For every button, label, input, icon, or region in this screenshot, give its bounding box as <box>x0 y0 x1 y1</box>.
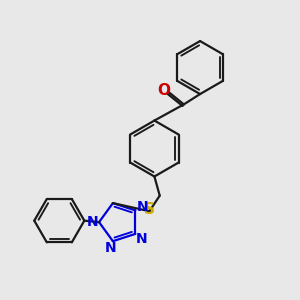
Text: N: N <box>87 214 98 229</box>
Text: N: N <box>105 241 116 255</box>
Text: N: N <box>136 200 148 214</box>
Text: S: S <box>144 202 155 217</box>
Text: O: O <box>157 83 170 98</box>
Text: N: N <box>136 232 148 246</box>
